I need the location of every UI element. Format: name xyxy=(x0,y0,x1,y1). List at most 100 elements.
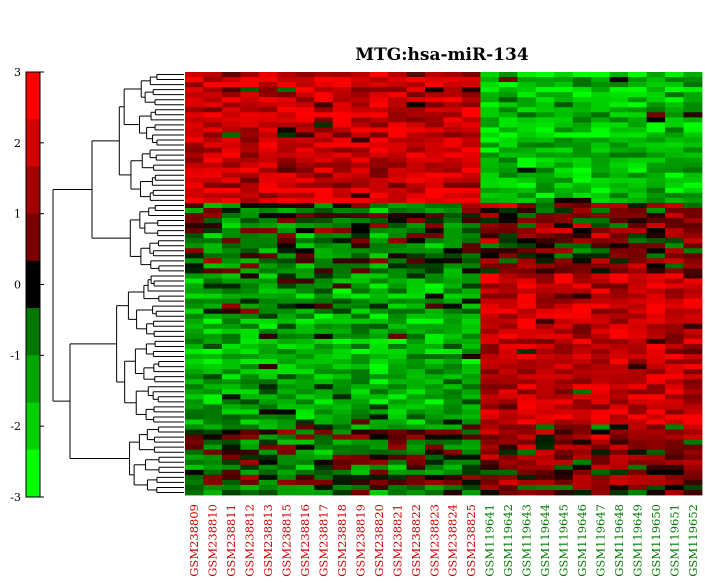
heatmap-cell xyxy=(480,278,500,284)
heatmap-cell xyxy=(498,409,518,415)
heatmap-cell xyxy=(406,374,426,380)
heatmap-cell xyxy=(388,147,407,153)
heatmap-cell xyxy=(517,192,537,199)
heatmap-cell xyxy=(498,384,518,390)
heatmap-cell xyxy=(258,359,278,365)
heatmap-cell xyxy=(295,333,315,340)
heatmap-cell xyxy=(683,102,703,108)
heatmap-cell xyxy=(203,137,223,143)
heatmap-cell xyxy=(480,288,500,294)
colorbar-segment xyxy=(26,119,40,167)
heatmap-cell xyxy=(425,308,444,315)
heatmap-cell xyxy=(221,102,241,108)
heatmap-cell xyxy=(480,87,500,93)
heatmap-cell xyxy=(295,258,315,264)
heatmap-cell xyxy=(683,127,703,133)
heatmap-cell xyxy=(517,207,537,214)
heatmap-cell xyxy=(554,278,574,284)
heatmap-cell xyxy=(295,278,315,284)
heatmap-cell xyxy=(461,218,481,224)
heatmap-cell xyxy=(609,404,629,410)
heatmap-cell xyxy=(185,132,204,138)
heatmap-cell xyxy=(646,127,666,133)
heatmap-cell xyxy=(185,374,204,380)
heatmap-cell xyxy=(369,389,389,395)
heatmap-cell xyxy=(480,207,500,214)
heatmap-cell xyxy=(646,182,666,189)
heatmap-cell xyxy=(609,444,629,451)
heatmap-cell xyxy=(591,82,611,88)
heatmap-cell xyxy=(665,122,684,128)
heatmap-cell xyxy=(554,102,574,108)
heatmap-cell xyxy=(665,177,684,184)
heatmap-cell xyxy=(480,182,500,189)
heatmap-cell xyxy=(646,107,666,113)
heatmap-cell xyxy=(683,394,703,400)
heatmap-cell xyxy=(314,102,334,108)
heatmap-cell xyxy=(221,308,241,315)
heatmap-cell xyxy=(277,489,297,496)
heatmap-cell xyxy=(425,107,444,113)
heatmap-cell xyxy=(295,243,315,249)
heatmap-cell xyxy=(369,253,389,259)
heatmap-cell xyxy=(480,374,500,380)
heatmap-cell xyxy=(535,459,555,466)
heatmap-cell xyxy=(369,434,389,441)
heatmap-cell xyxy=(517,313,537,320)
heatmap-cell xyxy=(295,359,315,365)
heatmap-cell xyxy=(314,454,334,461)
heatmap-cell xyxy=(406,379,426,385)
heatmap-cell xyxy=(683,248,703,254)
heatmap-cell xyxy=(461,293,481,300)
heatmap-cell xyxy=(498,167,518,174)
heatmap-cell xyxy=(277,384,297,390)
heatmap-cell xyxy=(425,288,444,294)
heatmap-cell xyxy=(203,152,223,159)
heatmap-cell xyxy=(314,449,334,456)
heatmap-cell xyxy=(221,157,241,164)
heatmap-cell xyxy=(406,359,426,365)
heatmap-cell xyxy=(406,318,426,325)
heatmap-cell xyxy=(628,429,647,435)
heatmap-cell xyxy=(388,288,407,294)
heatmap-cell xyxy=(461,223,481,229)
heatmap-cell xyxy=(185,364,204,370)
heatmap-cell xyxy=(609,147,629,153)
heatmap-cell xyxy=(517,243,537,249)
heatmap-cell xyxy=(461,87,481,93)
heatmap-cell xyxy=(443,489,463,496)
heatmap-cell xyxy=(425,273,444,279)
heatmap-cell xyxy=(443,303,463,310)
heatmap-cell xyxy=(646,142,666,148)
heatmap-cell xyxy=(480,484,500,491)
heatmap-cell xyxy=(554,107,574,113)
heatmap-cell xyxy=(443,167,463,174)
heatmap-cell xyxy=(535,454,555,461)
heatmap-cell xyxy=(369,162,389,169)
heatmap-cell xyxy=(554,137,574,143)
heatmap-cell xyxy=(314,87,334,93)
heatmap-cell xyxy=(240,87,260,93)
heatmap-cell xyxy=(461,343,481,350)
heatmap-cell xyxy=(646,187,666,194)
heatmap-cell xyxy=(351,182,371,189)
column-label: GSM238811 xyxy=(224,504,238,577)
heatmap-cell xyxy=(609,434,629,441)
heatmap-cell xyxy=(277,228,297,234)
colorbar-segment xyxy=(26,260,40,309)
heatmap-cell xyxy=(535,323,555,330)
heatmap-cell xyxy=(517,399,537,405)
heatmap-cell xyxy=(535,469,555,476)
heatmap-cell xyxy=(203,354,223,360)
heatmap-cell xyxy=(461,369,481,375)
heatmap-cell xyxy=(258,323,278,330)
heatmap-cell xyxy=(332,218,352,224)
heatmap-cell xyxy=(240,343,260,350)
heatmap-cell xyxy=(203,248,223,254)
heatmap-cell xyxy=(277,333,297,340)
heatmap-cell xyxy=(221,213,241,219)
heatmap-cell xyxy=(277,202,297,209)
heatmap-cell xyxy=(591,414,611,420)
heatmap-cell xyxy=(258,439,278,446)
heatmap-cell xyxy=(369,424,389,430)
